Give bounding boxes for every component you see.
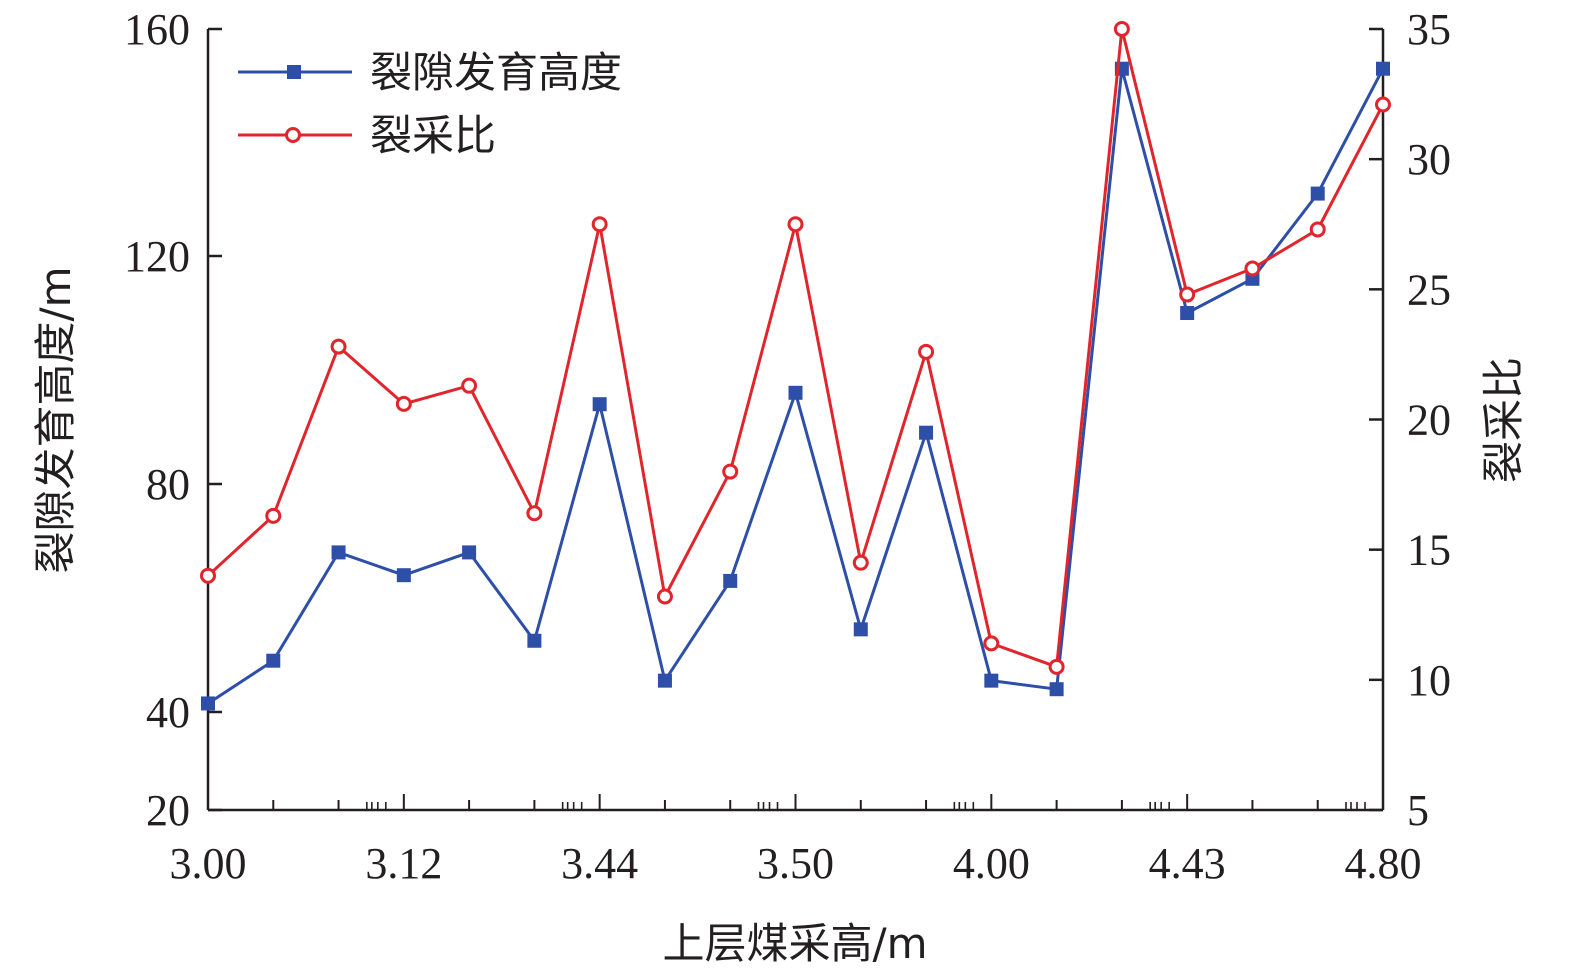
- series-0-point: [1049, 682, 1064, 697]
- series-0-point: [462, 545, 477, 560]
- series-1-point: [787, 216, 804, 233]
- series-1-point: [983, 635, 1000, 652]
- left-tick-label: 80: [146, 460, 190, 509]
- x-axis-title: 上层煤采高/m: [662, 919, 927, 968]
- series-0-point: [1376, 61, 1390, 76]
- series-0-point: [396, 568, 411, 583]
- x-tick-label: 4.00: [953, 839, 1030, 888]
- series-0-point: [266, 653, 281, 668]
- series-layer: [200, 21, 1391, 711]
- series-1-point: [526, 505, 543, 522]
- series-1-point: [1244, 260, 1261, 277]
- right-tick-label: 20: [1407, 396, 1451, 445]
- series-1-point: [852, 554, 869, 571]
- legend-marker-ratio: [285, 127, 301, 143]
- left-tick-label: 40: [146, 688, 190, 737]
- x-tick-label: 3.44: [561, 839, 638, 888]
- series-1-point: [656, 588, 673, 605]
- right-tick-label: 30: [1407, 135, 1451, 184]
- series-0-point: [201, 696, 215, 711]
- series-1-point: [1179, 286, 1196, 303]
- legend-label-ratio: 裂采比: [370, 111, 496, 160]
- series-0-point: [1180, 306, 1195, 320]
- series-1-point: [265, 507, 282, 524]
- series-0-point: [853, 622, 868, 637]
- series-1-point: [395, 395, 412, 412]
- series-1-point: [200, 567, 216, 584]
- series-1-point: [1113, 21, 1130, 37]
- series-1-point: [1048, 658, 1065, 675]
- axes: 20 40 80 120 160 5 10 15 20 25 30 35 3.00 3.12 3.44 3.5…: [124, 5, 1451, 888]
- series-0-point: [723, 573, 738, 588]
- legend: 裂隙发育高度 裂采比: [238, 48, 622, 160]
- legend-label-fracture-height: 裂隙发育高度: [370, 48, 622, 97]
- right-tick-label: 35: [1407, 5, 1451, 54]
- series-0-point: [657, 673, 672, 688]
- series-0-point: [919, 425, 934, 440]
- right-axis-title: 裂采比: [1479, 357, 1528, 483]
- x-tick-label: 4.43: [1149, 839, 1226, 888]
- series-0-point: [331, 545, 346, 560]
- right-tick-label: 5: [1407, 786, 1429, 835]
- series-1-point: [591, 216, 608, 233]
- series-1-point: [722, 463, 739, 480]
- x-tick-label: 4.80: [1345, 839, 1422, 888]
- series-1-point: [1375, 96, 1391, 113]
- x-tick-label: 3.12: [365, 839, 442, 888]
- series-0-point: [788, 385, 803, 400]
- left-axis-title: 裂隙发育高度/m: [31, 266, 80, 573]
- series-0-point: [984, 673, 999, 688]
- left-tick-label: 120: [124, 232, 190, 281]
- right-tick-label: 25: [1407, 265, 1451, 314]
- series-0-point: [592, 397, 607, 412]
- series-1-point: [330, 338, 347, 355]
- series-0-point: [1310, 186, 1325, 201]
- x-tick-label: 3.50: [757, 839, 834, 888]
- series-1-point: [1309, 221, 1326, 238]
- left-tick-label: 20: [146, 786, 190, 835]
- series-1-point: [918, 343, 935, 360]
- series-1-point: [461, 377, 478, 394]
- right-tick-label: 15: [1407, 526, 1451, 575]
- right-tick-label: 10: [1407, 656, 1451, 705]
- legend-marker-fracture-height: [287, 65, 301, 79]
- left-tick-label: 160: [124, 5, 190, 54]
- series-0-point: [527, 633, 542, 648]
- x-tick-label: 3.00: [170, 839, 247, 888]
